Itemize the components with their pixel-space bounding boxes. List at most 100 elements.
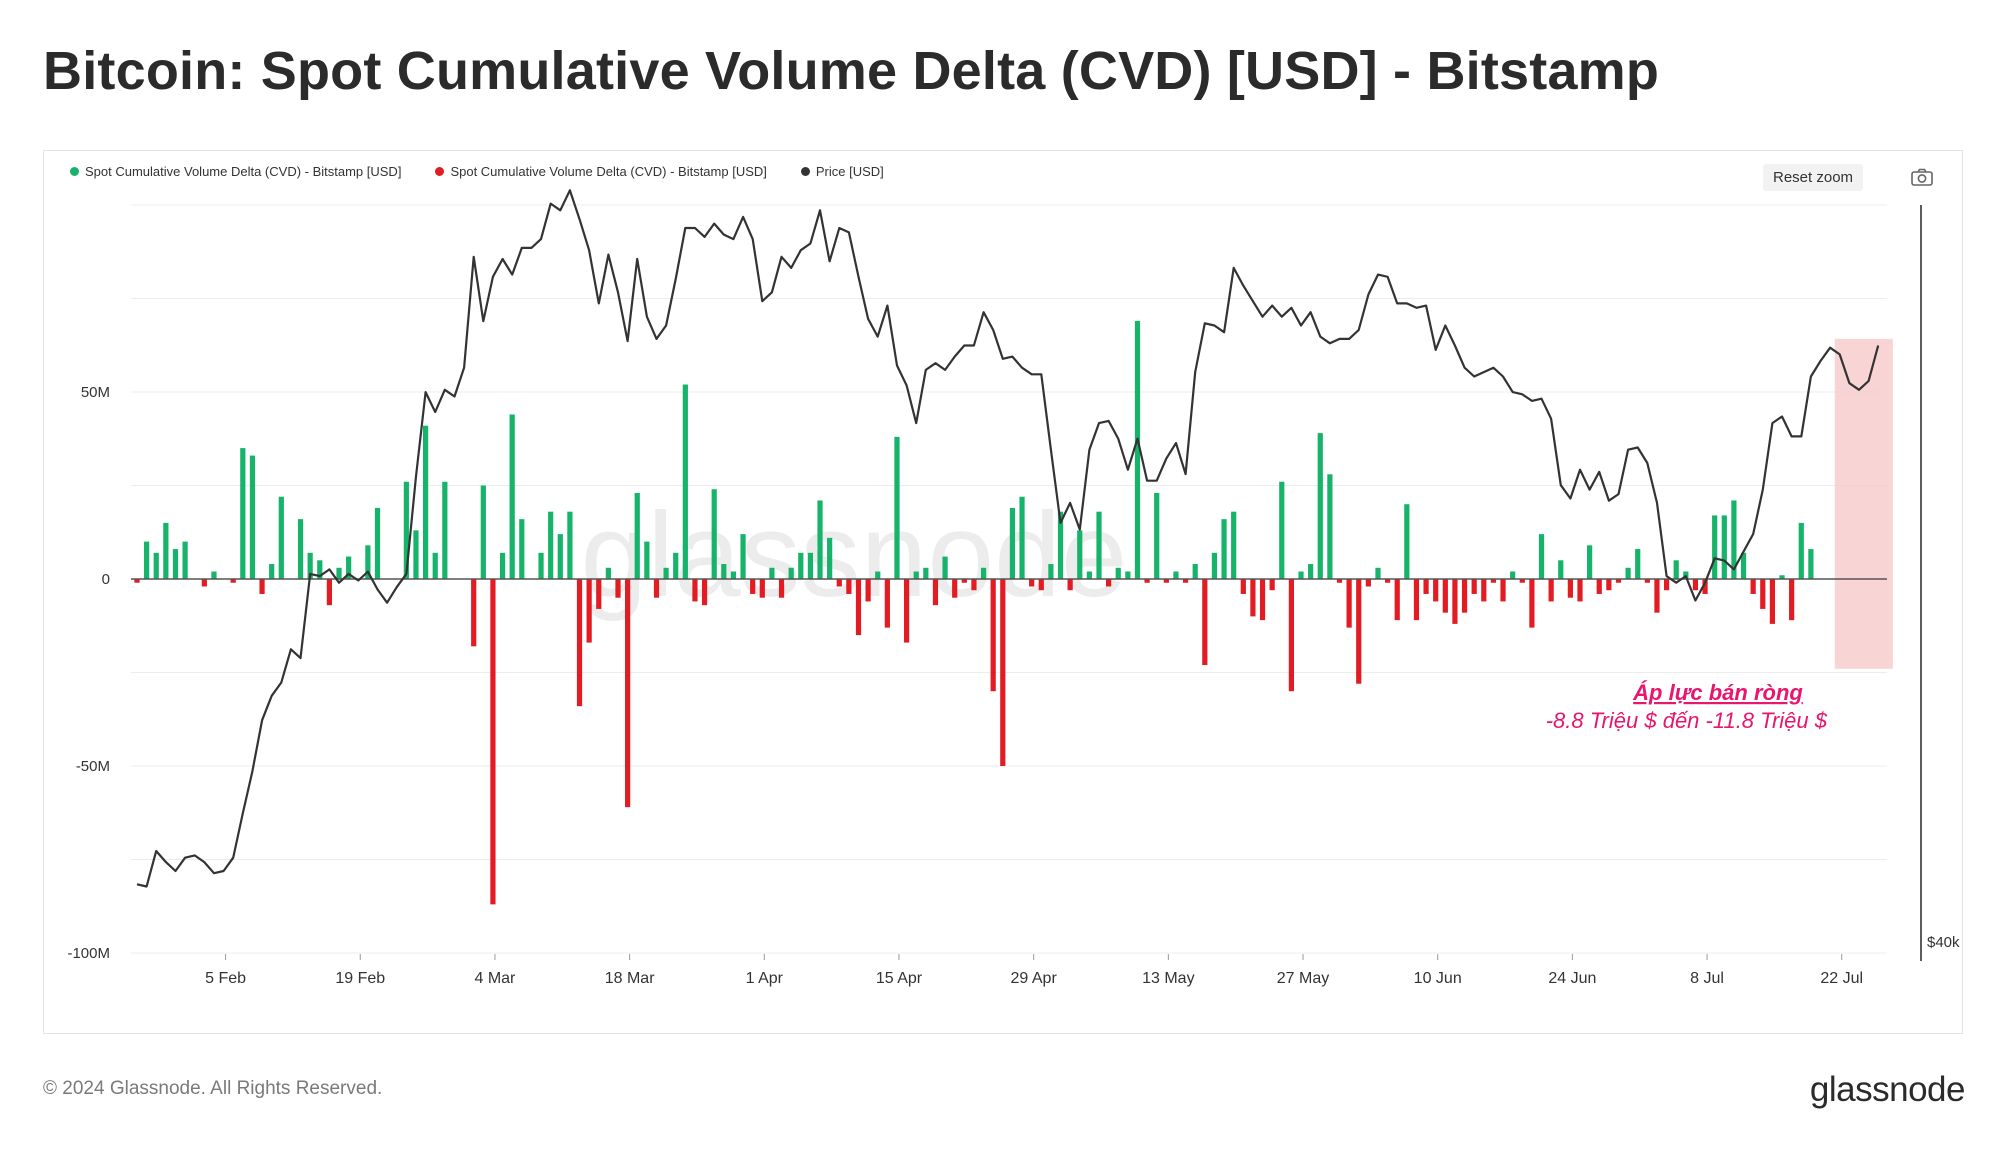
cvd-bar-negative [1567,579,1573,598]
cvd-bar-positive [432,552,438,579]
x-tick-label: 22 Jul [1820,970,1863,987]
cvd-bar-negative [961,579,967,583]
camera-icon [1911,168,1933,186]
cvd-bar-positive [548,511,554,579]
cvd-bar-positive [1298,571,1304,579]
cvd-bar-positive [163,522,169,579]
y-tick-label: 0 [102,571,110,588]
chart[interactable]: glassnode 50M 0 -50M -100M $40k 5 Feb 19 Feb 4… [44,151,1964,1035]
cvd-bar-positive [1211,552,1218,579]
legend-item-cvd-negative[interactable]: Spot Cumulative Volume Delta (CVD) - Bit… [435,164,767,179]
cvd-bar-positive [1009,507,1016,579]
cvd-bar-positive [1798,522,1804,579]
cvd-bar-positive [567,511,573,579]
cvd-bar-positive [721,564,727,579]
cvd-bar-positive [374,507,381,579]
cvd-bar-negative [490,579,496,905]
cvd-bar-negative [1259,579,1266,621]
cvd-bars [134,320,1814,905]
cvd-bar-negative [701,579,708,606]
cvd-bar-negative [952,579,958,598]
legend-label: Spot Cumulative Volume Delta (CVD) - Bit… [450,164,767,179]
cvd-bar-negative [1144,579,1150,583]
cvd-bar-negative [1577,579,1583,602]
cvd-bar-positive [1327,474,1333,579]
cvd-bar-negative [759,579,765,598]
cvd-bar-positive [1587,545,1593,579]
cvd-bar-negative [1692,579,1699,591]
cvd-bar-positive [1077,530,1083,579]
brand-logo: glassnode [1809,1070,1966,1109]
cvd-bar-positive [1558,560,1564,579]
y-tick-label: 50M [81,384,110,401]
cvd-bar-positive [1404,504,1410,579]
cvd-bar-negative [1029,579,1035,587]
cvd-bar-positive [211,571,217,579]
cvd-bar-positive [1221,519,1227,579]
cvd-bar-positive [1134,320,1141,579]
cvd-bar-negative [1394,579,1400,621]
cvd-bar-positive [730,571,737,579]
cvd-bar-negative [1288,579,1294,692]
cvd-bar-negative [990,579,996,692]
cvd-bar-negative [932,579,939,606]
cvd-bar-positive [788,567,794,579]
cvd-bar-positive [1057,511,1064,579]
highlight-region [1834,338,1893,669]
cvd-bar-positive [1808,549,1814,579]
cvd-bar-negative [1644,579,1650,583]
cvd-bar-negative [259,579,265,594]
cvd-bar-negative [1481,579,1487,602]
y-tick-label: -100M [67,945,110,962]
cvd-bar-positive [172,549,179,579]
legend-item-cvd-positive[interactable]: Spot Cumulative Volume Delta (CVD) - Bit… [70,164,401,179]
cvd-bar-positive [644,541,650,579]
cvd-bar-negative [653,579,660,598]
cvd-bar-positive [480,485,486,579]
cvd-bar-positive [1317,433,1323,579]
cvd-bar-negative [904,579,910,643]
cvd-bar-negative [1336,579,1343,583]
screenshot-button[interactable] [1909,165,1935,189]
cvd-bar-positive [1279,481,1285,579]
cvd-bar-positive [923,567,929,579]
x-axis-labels: 5 Feb 19 Feb 4 Mar 18 Mar 1 Apr 15 Apr 29 Apr 1… [205,954,1863,987]
cvd-bar-positive [346,556,352,579]
cvd-bar-positive [827,537,833,579]
cvd-bar-negative [1596,579,1602,594]
cvd-bar-negative [692,579,698,602]
x-tick-label: 19 Feb [335,970,385,987]
cvd-bar-negative [134,579,140,583]
cvd-bar-positive [798,552,804,579]
price-line [136,189,1880,888]
y-tick-label: -50M [76,758,110,775]
cvd-bar-negative [1529,579,1535,628]
cvd-bar-negative [586,579,592,643]
cvd-bar-positive [144,541,150,579]
reset-zoom-button[interactable]: Reset zoom [1763,164,1864,191]
cvd-bar-positive [1019,496,1025,579]
cvd-bar-negative [1356,579,1362,684]
cvd-bar-positive [634,492,640,579]
cvd-bar-negative [1038,579,1044,591]
cvd-bar-negative [1423,579,1429,594]
cvd-bar-positive [1125,571,1131,579]
cvd-bar-negative [1365,579,1371,587]
legend-item-price[interactable]: Price [USD] [800,164,884,179]
cvd-bar-negative [230,579,236,583]
cvd-bar-negative [1250,579,1256,617]
cvd-bar-negative [1452,579,1458,624]
cvd-bar-negative [1461,579,1468,613]
cvd-bar-positive [807,552,813,579]
x-tick-label: 29 Apr [1011,970,1058,987]
cvd-bar-positive [403,481,409,579]
cvd-bar-negative [1385,579,1391,583]
x-tick-label: 10 Jun [1414,970,1462,987]
cvd-bar-negative [1760,579,1766,609]
cvd-bar-positive [1086,571,1092,579]
cvd-bar-negative [1490,579,1497,583]
y-axis-labels: 50M 0 -50M -100M $40k [67,384,1960,962]
cvd-bar-positive [663,567,669,579]
cvd-bar-negative [1663,579,1670,591]
legend-dot-red [435,167,445,176]
